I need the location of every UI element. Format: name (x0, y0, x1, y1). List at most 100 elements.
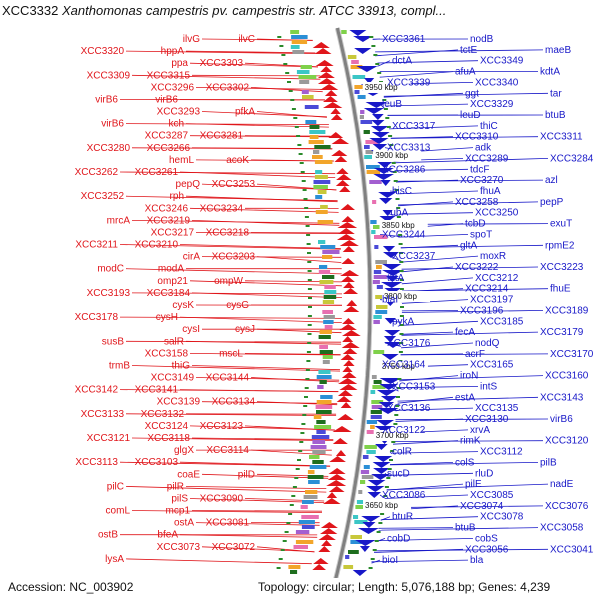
gene-label[interactable]: thiC (480, 121, 498, 132)
gene-label[interactable]: tktA (387, 273, 405, 284)
gene-label[interactable]: XCC3165 (470, 360, 514, 371)
gene-label[interactable]: nodB (470, 34, 494, 45)
gene-label[interactable]: mrcA (107, 215, 131, 226)
gene-label[interactable]: leuD (460, 110, 481, 121)
gene-label[interactable]: XCC3113 (75, 457, 118, 468)
gene-label[interactable]: XCC3132 (141, 409, 185, 420)
gene-label[interactable]: colR (392, 447, 412, 458)
gene-label[interactable]: kdtA (540, 67, 560, 78)
gene-label[interactable]: XCC3309 (87, 70, 131, 81)
gene-label[interactable]: XCC3193 (87, 288, 131, 299)
gene-label[interactable]: XCC3262 (75, 167, 119, 178)
gene-label[interactable]: XCC3211 (75, 240, 118, 251)
gene-label[interactable]: iroN (460, 371, 478, 382)
gene-label[interactable]: XCC3103 (135, 457, 179, 468)
gene-label[interactable]: rubA (387, 208, 408, 219)
gene-label[interactable]: pepP (540, 197, 564, 208)
gene-label[interactable]: glgX (174, 445, 194, 456)
gene-label[interactable]: dctA (392, 56, 412, 67)
gene-label[interactable]: XCC3076 (545, 501, 589, 512)
gene-label[interactable]: XCC3212 (475, 273, 519, 284)
gene-label[interactable]: fhuE (550, 284, 571, 295)
gene-label[interactable]: bla (470, 555, 484, 566)
gene-label[interactable]: XCC3270 (460, 175, 504, 186)
gene-label[interactable]: pilR (167, 481, 184, 492)
gene-label[interactable]: XCC3122 (382, 425, 426, 436)
gene-label[interactable]: XCC3320 (81, 46, 125, 57)
gene-label[interactable]: XCC3158 (145, 348, 189, 359)
gene-label[interactable]: XCC3142 (75, 385, 119, 396)
gene-label[interactable]: XCC3223 (540, 262, 584, 273)
gene-label[interactable]: XCC3134 (212, 397, 256, 408)
gene-label[interactable]: thiG (172, 361, 191, 372)
gene-label[interactable]: ompW (214, 276, 243, 287)
gene-label[interactable]: XCC3219 (147, 215, 191, 226)
gene-label[interactable]: XCC3121 (87, 433, 131, 444)
gene-label[interactable]: XCC3144 (206, 373, 250, 384)
gene-label[interactable]: XCC3073 (157, 542, 201, 553)
gene-label[interactable]: exuT (550, 219, 572, 230)
gene-label[interactable]: XCC3339 (387, 77, 431, 88)
gene-label[interactable]: XCC3135 (475, 403, 519, 414)
gene-label[interactable]: XCC3258 (455, 197, 499, 208)
gene-label[interactable]: virB6 (550, 414, 573, 425)
gene-label[interactable]: XCC3130 (465, 414, 509, 425)
gene-label[interactable]: XCC3176 (387, 338, 431, 349)
gene-label[interactable]: XCC3120 (545, 436, 589, 447)
gene-label[interactable]: XCC3261 (135, 167, 179, 178)
gene-label[interactable]: XCC3086 (382, 490, 426, 501)
gene-label[interactable]: pykA (392, 316, 415, 327)
gene-label[interactable]: XCC3085 (470, 490, 514, 501)
gene-label[interactable]: XCC3303 (200, 58, 244, 69)
gene-label[interactable]: estA (455, 392, 475, 403)
gene-label[interactable]: azl (545, 175, 558, 186)
gene-label[interactable]: XCC3078 (480, 512, 524, 523)
gene-label[interactable]: XCC3302 (206, 82, 250, 93)
gene-label[interactable]: XCC3114 (206, 445, 249, 456)
gene-label[interactable]: trmB (109, 361, 130, 372)
gene-label[interactable]: XCC3293 (157, 107, 201, 118)
gene-label[interactable]: XCC3141 (135, 385, 179, 396)
gene-label[interactable]: btuB (455, 523, 476, 534)
gene-label[interactable]: XCC3153 (392, 381, 436, 392)
gene-label[interactable]: XCC3139 (157, 397, 201, 408)
gene-label[interactable]: virB6 (101, 119, 124, 130)
gene-label[interactable]: btuR (392, 512, 413, 523)
gene-label[interactable]: XCC3237 (392, 251, 436, 262)
gene-label[interactable]: XCC3189 (545, 305, 589, 316)
gene-label[interactable]: XCC3266 (147, 143, 191, 154)
gene-label[interactable]: rph (170, 191, 184, 202)
gene-label[interactable]: XCC3234 (200, 203, 244, 214)
gene-label[interactable]: XCC3349 (480, 56, 524, 67)
gene-label[interactable]: pepQ (176, 179, 201, 190)
gene-label[interactable]: spoT (470, 229, 492, 240)
gene-label[interactable]: XCC3244 (382, 229, 426, 240)
gene-label[interactable]: omp21 (157, 276, 188, 287)
gene-label[interactable]: maeB (545, 45, 571, 56)
gene-label[interactable]: XCC3250 (475, 208, 519, 219)
gene-label[interactable]: XCC3218 (206, 228, 250, 239)
gene-label[interactable]: coaE (177, 469, 200, 480)
gene-label[interactable]: XCC3329 (470, 99, 514, 110)
gene-label[interactable]: bfeA (157, 530, 178, 541)
gene-label[interactable]: kch (168, 119, 184, 130)
gene-label[interactable]: cirA (183, 252, 201, 263)
gene-label[interactable]: mscL (219, 348, 243, 359)
gene-label[interactable]: XCC3143 (540, 392, 584, 403)
gene-label[interactable]: pfkA (235, 107, 255, 118)
gene-label[interactable]: ostA (174, 518, 194, 529)
gene-label[interactable]: XCC3133 (81, 409, 125, 420)
gene-label[interactable]: XCC3284 (550, 153, 594, 164)
gene-label[interactable]: rimK (460, 436, 481, 447)
gene-label[interactable]: ggt (465, 88, 479, 99)
gene-label[interactable]: comL (106, 506, 131, 517)
gene-label[interactable]: XCC3124 (145, 421, 189, 432)
gene-label[interactable]: XCC3196 (460, 305, 504, 316)
gene-label[interactable]: XCC3311 (540, 132, 583, 143)
gene-label[interactable]: XCC3081 (206, 518, 250, 529)
gene-label[interactable]: pilC (107, 481, 124, 492)
gene-label[interactable]: pilD (238, 469, 255, 480)
gene-label[interactable]: XCC3164 (382, 360, 426, 371)
gene-label[interactable]: moxR (480, 251, 506, 262)
gene-label[interactable]: adk (475, 143, 492, 154)
